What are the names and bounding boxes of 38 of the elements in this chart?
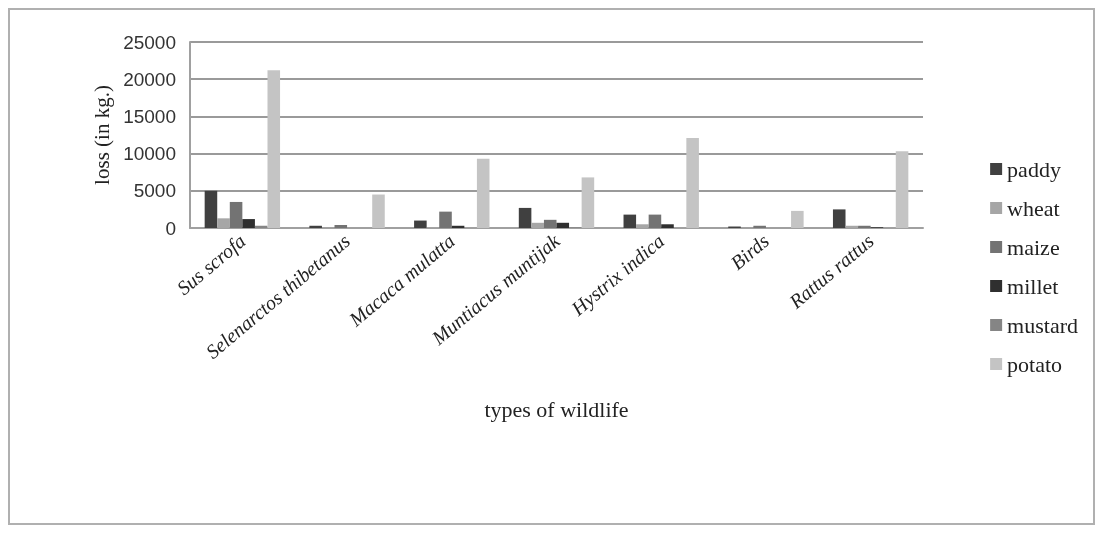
legend-label: mustard — [1007, 312, 1079, 338]
bar — [414, 220, 427, 228]
bar — [242, 219, 255, 228]
y-tick-label: 15000 — [123, 105, 176, 127]
y-tick-label: 0 — [165, 217, 176, 239]
y-tick-label: 10000 — [123, 143, 176, 165]
legend-label: wheat — [1007, 195, 1060, 221]
bar — [648, 214, 662, 228]
bar — [895, 151, 909, 228]
x-axis-title: types of wildlife — [484, 396, 629, 422]
y-tick-label: 25000 — [123, 31, 176, 53]
bar — [791, 210, 804, 228]
bar — [439, 211, 452, 228]
bar — [581, 177, 595, 228]
bar — [623, 214, 637, 228]
legend-label: millet — [1007, 273, 1059, 299]
bar — [661, 224, 674, 228]
bar — [476, 158, 490, 228]
bar — [832, 209, 846, 228]
bar — [204, 190, 218, 228]
bar — [556, 222, 570, 228]
bar — [267, 70, 281, 228]
bar — [858, 225, 871, 228]
bar — [753, 225, 766, 228]
y-axis-title: loss (in kg.) — [89, 85, 114, 185]
bar — [372, 194, 385, 228]
legend-label: paddy — [1007, 156, 1061, 182]
legend-label: maize — [1007, 234, 1060, 260]
x-tick-label: Birds — [726, 229, 774, 274]
bar — [309, 225, 322, 228]
y-tick-label: 5000 — [133, 180, 176, 202]
bar — [518, 207, 532, 228]
y-tick-label: 20000 — [123, 68, 176, 90]
legend-label: potato — [1007, 351, 1063, 377]
bar — [543, 219, 557, 228]
bar — [229, 201, 243, 228]
bar — [686, 137, 699, 228]
bar — [334, 225, 348, 228]
